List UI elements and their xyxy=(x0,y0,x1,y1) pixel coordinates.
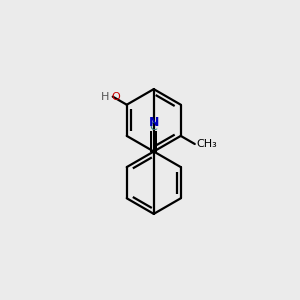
Text: O: O xyxy=(111,92,120,102)
Text: N: N xyxy=(148,116,159,129)
Text: H: H xyxy=(101,92,109,102)
Text: C: C xyxy=(150,122,158,132)
Text: CH₃: CH₃ xyxy=(196,139,217,149)
